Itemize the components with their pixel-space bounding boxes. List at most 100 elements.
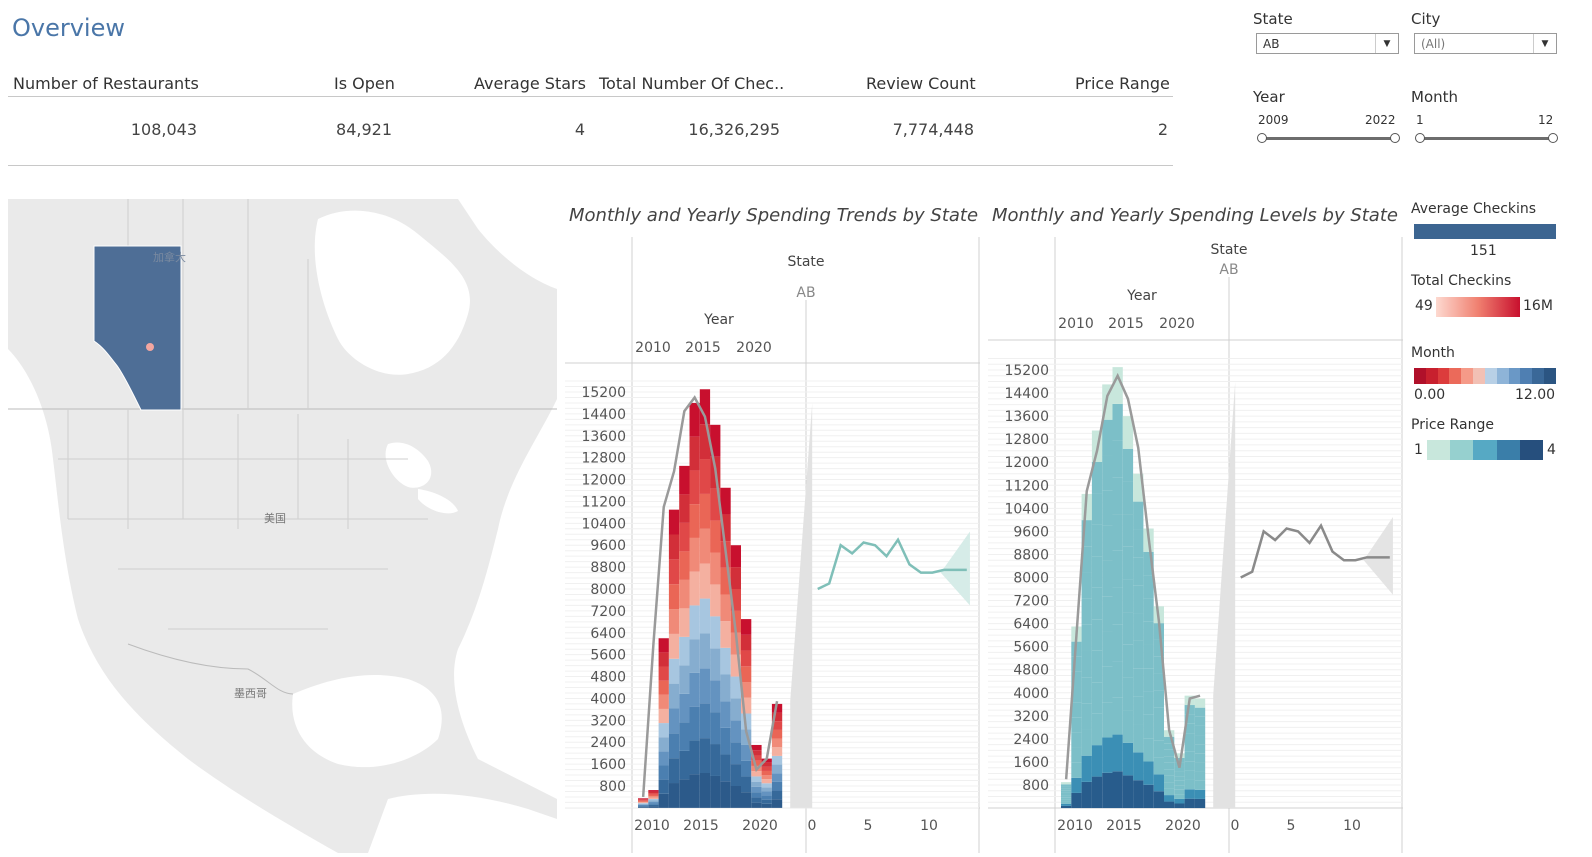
state-borders-h	[58, 458, 428, 630]
bar-segment	[771, 721, 783, 730]
state-dropdown[interactable]: AB ▼	[1256, 33, 1399, 54]
levels-chart-svg: State AB Year 2010 2015 2020 15200144001…	[988, 237, 1403, 853]
month-slider-min: 1	[1416, 113, 1424, 127]
bar-segment	[1112, 661, 1123, 698]
bar-segment	[710, 744, 721, 776]
bar-segment	[1164, 788, 1175, 796]
levels-y-axis: 15200 14400 13600 12800 12000 11200 10400 9600 8…	[1004, 363, 1049, 794]
bar-segment	[689, 639, 700, 673]
bar-segment	[1102, 490, 1113, 526]
y-tick-label: 2400	[1013, 732, 1049, 748]
month-slider-min-handle[interactable]	[1415, 133, 1425, 143]
price-range-legend-title: Price Range	[1411, 417, 1494, 433]
chevron-down-icon[interactable]: ▼	[1533, 34, 1556, 53]
alberta-region[interactable]	[93, 245, 182, 411]
calgary-marker[interactable]	[146, 343, 154, 351]
bar-segment	[741, 697, 752, 714]
levels-state-header: State	[1210, 242, 1247, 258]
bar-segment	[1184, 761, 1195, 771]
bar-segment	[1102, 560, 1113, 597]
bar-segment	[658, 708, 669, 724]
bar-segment	[648, 790, 659, 792]
bar-segment	[1122, 579, 1134, 613]
bar-segment	[1194, 744, 1206, 754]
bar-segment	[1143, 714, 1154, 739]
bar-segment	[1164, 756, 1175, 763]
month-slider-max-handle[interactable]	[1548, 133, 1558, 143]
bar-segment	[1122, 416, 1134, 449]
month-forecast-band	[1363, 516, 1393, 595]
levels-bottom-month-tick: 0	[1231, 818, 1240, 834]
y-tick-label: 15200	[1004, 363, 1049, 379]
bar-segment	[1102, 772, 1113, 809]
year-slider-track[interactable]	[1262, 137, 1396, 140]
year-slider-max-handle[interactable]	[1390, 133, 1400, 143]
bar-segment	[771, 781, 783, 791]
page-title: Overview	[12, 14, 125, 42]
kpi-value-restaurants: 108,043	[130, 120, 197, 139]
y-tick-label: 8000	[1013, 571, 1049, 587]
trends-gridlines	[565, 380, 979, 809]
bar-segment	[741, 634, 752, 651]
bar-segment	[648, 797, 659, 799]
bar-segment	[638, 805, 649, 807]
bar-segment	[1153, 757, 1164, 775]
bar-segment	[668, 658, 680, 684]
y-tick-label: 6400	[590, 626, 626, 642]
month-slider-track[interactable]	[1420, 137, 1554, 140]
bar-segment	[1071, 702, 1082, 718]
bar-segment	[1102, 455, 1113, 491]
bar-segment	[689, 740, 700, 775]
bar-segment	[1174, 794, 1185, 799]
bar-segment	[679, 665, 690, 694]
bar-segment	[699, 389, 711, 425]
bar-segment	[638, 806, 649, 808]
bar-segment	[1194, 725, 1206, 736]
bar-segment	[1081, 677, 1092, 704]
bar-segment	[1091, 745, 1103, 777]
chevron-down-icon[interactable]: ▼	[1375, 34, 1398, 53]
avg-checkins-legend-title: Average Checkins	[1411, 201, 1537, 217]
bar-segment	[1061, 790, 1072, 793]
city-dropdown[interactable]: (All) ▼	[1414, 33, 1557, 54]
year-slider-min-handle[interactable]	[1257, 133, 1267, 143]
bar-segment	[648, 800, 659, 802]
bar-segment	[1194, 762, 1206, 772]
y-tick-label: 10400	[1004, 501, 1049, 517]
bar-segment	[1133, 668, 1144, 697]
map-label-mexico: 墨西哥	[234, 687, 267, 700]
bar-segment	[699, 563, 711, 599]
bar-segment	[720, 594, 731, 622]
bar-segment	[1081, 755, 1092, 782]
bar-segment	[1112, 550, 1123, 588]
trends-chart-panel: State AB Year 2010 2015 2020 15200 14400 1…	[565, 237, 980, 853]
trends-state-header: State	[787, 254, 824, 270]
bar-segment	[1122, 514, 1134, 547]
kpi-value-price-range: 2	[1157, 120, 1168, 139]
kpi-header-total-checkins: Total Number Of Chec..	[599, 74, 785, 93]
y-tick-label: 5600	[590, 648, 626, 664]
trends-bottom-month-tick: 10	[920, 818, 938, 834]
bar-segment	[751, 755, 762, 761]
y-tick-label: 12000	[1004, 455, 1049, 471]
bar-segment	[1174, 780, 1185, 786]
bar-segment	[1153, 656, 1164, 674]
levels-bottom-year-tick: 2010	[1057, 818, 1093, 834]
y-tick-label: 5600	[1013, 640, 1049, 656]
map-panel[interactable]: 加拿大 美国 墨西哥	[8, 199, 557, 853]
trends-chart-title: Monthly and Yearly Spending Trends by St…	[569, 205, 979, 226]
bar-segment	[699, 703, 711, 739]
bar-segment	[638, 800, 649, 802]
bar-segment	[1153, 690, 1164, 708]
total-checkins-max: 16M	[1523, 298, 1553, 314]
bar-segment	[638, 803, 649, 804]
bar-segment	[710, 424, 721, 457]
map-svg[interactable]: 加拿大 美国 墨西哥	[8, 199, 557, 853]
bar-segment	[1081, 729, 1092, 756]
kpi-value-average-stars: 4	[574, 120, 585, 139]
bar-segment	[1061, 801, 1072, 804]
bar-segment	[638, 802, 649, 804]
kpi-header-restaurants: Number of Restaurants	[13, 74, 199, 93]
bar-segment	[1122, 775, 1134, 809]
y-tick-label: 4000	[590, 691, 626, 707]
